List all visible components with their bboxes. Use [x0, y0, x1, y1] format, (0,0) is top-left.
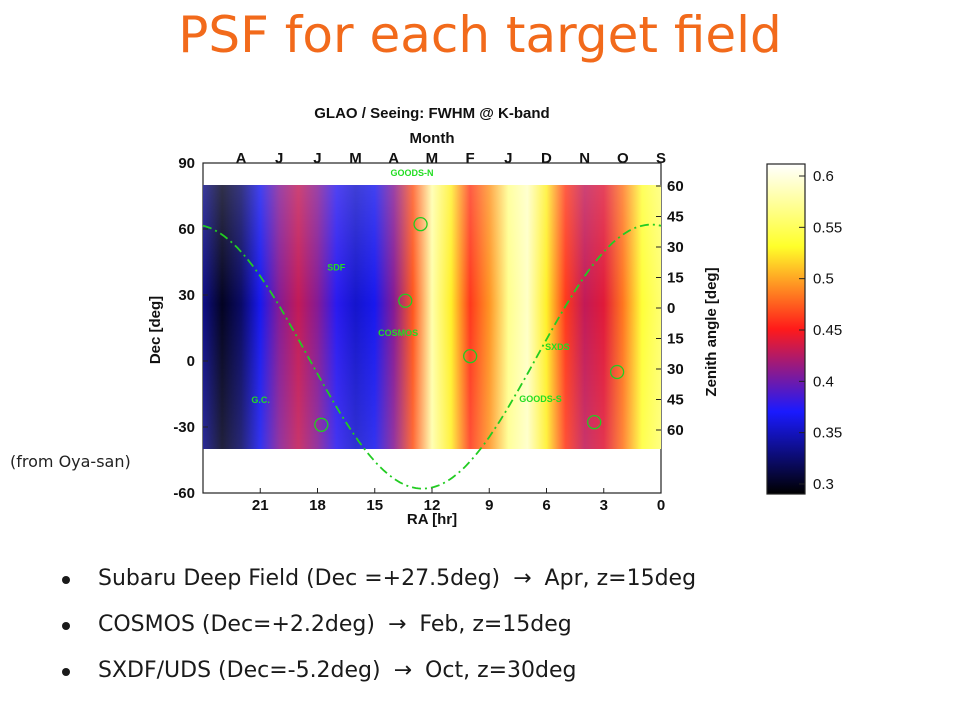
- month-axis-label: Month: [410, 130, 455, 147]
- zenith-tick-label: 15: [667, 270, 684, 287]
- zenith-tick-label: 30: [667, 239, 684, 256]
- field-label: SDF: [327, 263, 346, 273]
- ra-tick-label: 15: [366, 497, 383, 514]
- target-fields: GOODS-N SDF COSMOS SXDS GOODS-S G.C.: [251, 168, 625, 432]
- zenith-tick-labels: 60 45 30 15 0 15 30 45 60: [656, 178, 684, 439]
- bullet-item: SXDF/UDS (Dec=-5.2deg) → Oct, z=30deg: [62, 648, 696, 694]
- field-marker: [609, 364, 625, 380]
- dec-tick-label: -30: [173, 419, 195, 436]
- dec-tick-labels: 90 60 30 0 -30 -60: [173, 155, 208, 502]
- galactic-plane-curve: [202, 223, 662, 490]
- field-marker: [587, 415, 602, 430]
- ra-tick-label: 21: [252, 497, 269, 514]
- ra-tick-labels: 21 18 15 12 9 6 3 0: [252, 488, 665, 514]
- month-tick-label: J: [275, 150, 283, 167]
- ra-tick-label: 6: [542, 497, 550, 514]
- zenith-tick-label: 45: [667, 392, 684, 409]
- colorbar-tick-label: 0.6: [813, 168, 834, 185]
- colorbar: [766, 163, 806, 495]
- slide-title: PSF for each target field: [178, 6, 782, 64]
- month-tick-label: S: [656, 150, 666, 167]
- field-marker: [413, 217, 428, 232]
- bullet-list: Subaru Deep Field (Dec =+27.5deg) → Apr,…: [62, 556, 696, 694]
- zenith-tick-label: 15: [667, 331, 684, 348]
- ra-tick-label: 9: [485, 497, 493, 514]
- field-marker: [398, 293, 413, 308]
- month-tick-label: F: [466, 150, 475, 167]
- colorbar-tick-label: 0.3: [813, 476, 834, 493]
- colorbar-tick-label: 0.55: [813, 219, 842, 236]
- zenith-tick-label: 45: [667, 209, 684, 226]
- colorbar-tick-labels: 0.6 0.55 0.5 0.45 0.4 0.35 0.3: [799, 168, 842, 493]
- ra-tick-label: 3: [600, 497, 608, 514]
- ra-tick-label: 12: [424, 497, 441, 514]
- field-label: G.C.: [251, 395, 270, 405]
- dec-tick-label: 60: [178, 221, 195, 238]
- field-label: GOODS-N: [391, 168, 434, 178]
- field-marker: [314, 417, 329, 432]
- dec-tick-label: 90: [178, 155, 195, 172]
- month-tick-label: J: [313, 150, 321, 167]
- ra-axis-label: RA [hr]: [407, 511, 457, 528]
- zenith-axis-label: Zenith angle [deg]: [703, 267, 720, 396]
- dec-tick-label: 30: [178, 287, 195, 304]
- colorbar-tick-label: 0.4: [813, 373, 834, 390]
- bullet-item: COSMOS (Dec=+2.2deg) → Feb, z=15deg: [62, 602, 696, 648]
- dec-tick-label: -60: [173, 485, 195, 502]
- colorbar-tick-label: 0.5: [813, 271, 834, 288]
- month-tick-label: J: [504, 150, 512, 167]
- field-label: GOODS-S: [519, 394, 562, 404]
- zenith-tick-label: 60: [667, 422, 684, 439]
- month-tick-label: A: [388, 150, 399, 167]
- zenith-tick-label: 30: [667, 361, 684, 378]
- month-tick-label: D: [541, 150, 552, 167]
- chart-title: GLAO / Seeing: FWHM @ K-band: [314, 105, 549, 122]
- colorbar-tick-label: 0.35: [813, 425, 842, 442]
- ra-tick-label: 0: [657, 497, 665, 514]
- dec-axis-label: Dec [deg]: [147, 296, 164, 364]
- month-tick-label: N: [579, 150, 590, 167]
- colorbar-tick-label: 0.45: [813, 322, 842, 339]
- zenith-tick-label: 0: [667, 300, 675, 317]
- zenith-tick-label: 60: [667, 178, 684, 195]
- source-note: (from Oya-san): [10, 452, 131, 471]
- ra-tick-label: 18: [309, 497, 326, 514]
- dec-tick-label: 0: [187, 353, 195, 370]
- field-label: COSMOS: [378, 328, 418, 338]
- heatmap-shading: [203, 185, 661, 449]
- field-label: SXDS: [545, 342, 570, 352]
- month-tick-label: A: [236, 150, 247, 167]
- bullet-item: Subaru Deep Field (Dec =+27.5deg) → Apr,…: [62, 556, 696, 602]
- field-marker: [463, 349, 478, 364]
